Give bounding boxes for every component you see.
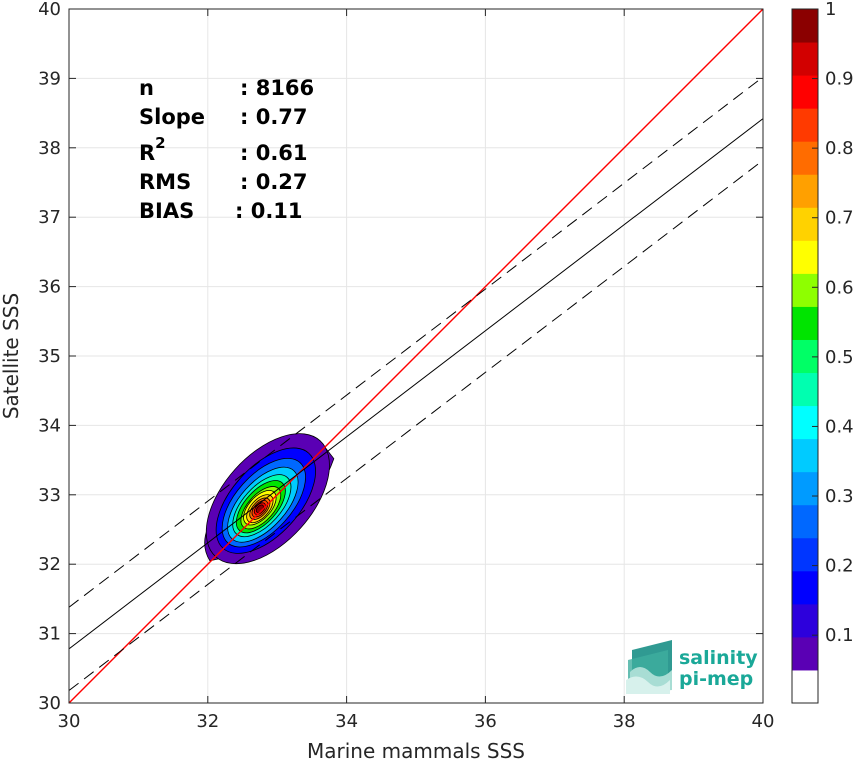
colorbar-segment xyxy=(792,405,818,440)
wave-logo-icon xyxy=(626,640,672,694)
grid-lines xyxy=(68,8,764,704)
stat-label-slope: Slope xyxy=(139,105,205,129)
colorbar-segment xyxy=(792,42,818,76)
stat-value-r: : 0.61 xyxy=(240,141,308,165)
colorbar-frame xyxy=(791,8,819,704)
colorbar-tick-label: 0.8 xyxy=(825,138,854,159)
colorbar-tick-label: 0.1 xyxy=(825,625,854,646)
stat-superscript: 2 xyxy=(155,134,165,152)
x-axis-ticks: 30 32 34 36 38 40 xyxy=(58,9,775,732)
stat-value-rms: : 0.27 xyxy=(240,170,308,194)
colorbar-segment xyxy=(792,174,818,208)
colorbar-segment xyxy=(792,438,818,473)
x-tick-label: 36 xyxy=(474,711,497,732)
colorbar-tick-label: 0.3 xyxy=(825,486,854,507)
y-axis-ticks: 30 31 32 33 34 35 36 37 38 39 40 xyxy=(38,0,763,714)
y-tick-label: 33 xyxy=(38,485,61,506)
x-tick-label: 34 xyxy=(335,711,358,732)
colorbar-segment xyxy=(792,471,818,506)
y-tick-label: 30 xyxy=(38,693,61,714)
colorbar-segment xyxy=(792,207,818,241)
colorbar-segment xyxy=(792,537,818,572)
salinity-pi-mep-logo: salinity pi-mep xyxy=(626,640,758,694)
x-tick-label: 38 xyxy=(613,711,636,732)
stat-value-n: : 8166 xyxy=(240,76,314,100)
y-tick-label: 40 xyxy=(38,0,61,20)
y-tick-label: 35 xyxy=(38,346,61,367)
colorbar-segment xyxy=(792,108,818,142)
y-axis-label: Satellite SSS xyxy=(0,293,23,419)
y-tick-label: 39 xyxy=(38,68,61,89)
logo-line2: pi-mep xyxy=(679,668,753,690)
colorbar-tick-label: 0.9 xyxy=(825,69,854,90)
line-regression-upper xyxy=(69,76,763,608)
y-tick-label: 32 xyxy=(38,554,61,575)
colorbar-segment xyxy=(792,339,818,374)
x-tick-label: 32 xyxy=(196,711,219,732)
logo-line1: salinity xyxy=(679,647,758,669)
colorbar-segment xyxy=(792,372,818,407)
colorbar-tick-label: 0.4 xyxy=(825,416,854,437)
stat-label-rms: RMS xyxy=(139,170,191,194)
colorbar-segment xyxy=(792,141,818,175)
colorbar-segment xyxy=(792,504,818,539)
colorbar-segment xyxy=(792,9,818,43)
line-regression-lower xyxy=(69,159,763,691)
colorbar-segment xyxy=(792,306,818,340)
stat-value-bias: : 0.11 xyxy=(235,199,303,223)
colorbar: 0.1 0.2 0.3 0.4 0.5 0.6 0.7 0.8 0.9 1 xyxy=(791,0,854,704)
colorbar-segment xyxy=(792,603,818,638)
x-axis-label: Marine mammals SSS xyxy=(307,739,525,763)
stat-label-bias: BIAS xyxy=(139,199,194,223)
line-identity xyxy=(69,9,763,703)
colorbar-segment xyxy=(792,75,818,109)
colorbar-segment xyxy=(792,570,818,605)
stat-label-n: n xyxy=(139,76,154,100)
colorbar-tick-label: 0.7 xyxy=(825,208,854,229)
colorbar-tick-label: 0.5 xyxy=(825,347,854,368)
line-regression xyxy=(69,118,763,650)
colorbar-segment xyxy=(792,240,818,274)
y-tick-label: 38 xyxy=(38,138,61,159)
x-tick-label: 40 xyxy=(752,711,775,732)
colorbar-segment xyxy=(792,636,818,671)
x-tick-label: 30 xyxy=(58,711,81,732)
stat-value-slope: : 0.77 xyxy=(240,105,308,129)
y-tick-label: 37 xyxy=(38,207,61,228)
colorbar-tick-label: 0.6 xyxy=(825,277,854,298)
colorbar-segment xyxy=(792,273,818,307)
y-tick-label: 34 xyxy=(38,415,61,436)
y-tick-label: 36 xyxy=(38,277,61,298)
colorbar-tick-label: 1 xyxy=(825,0,836,20)
reference-lines xyxy=(69,9,763,703)
y-tick-label: 31 xyxy=(38,624,61,645)
colorbar-tick-label: 0.2 xyxy=(825,556,854,577)
colorbar-segment xyxy=(792,669,818,704)
